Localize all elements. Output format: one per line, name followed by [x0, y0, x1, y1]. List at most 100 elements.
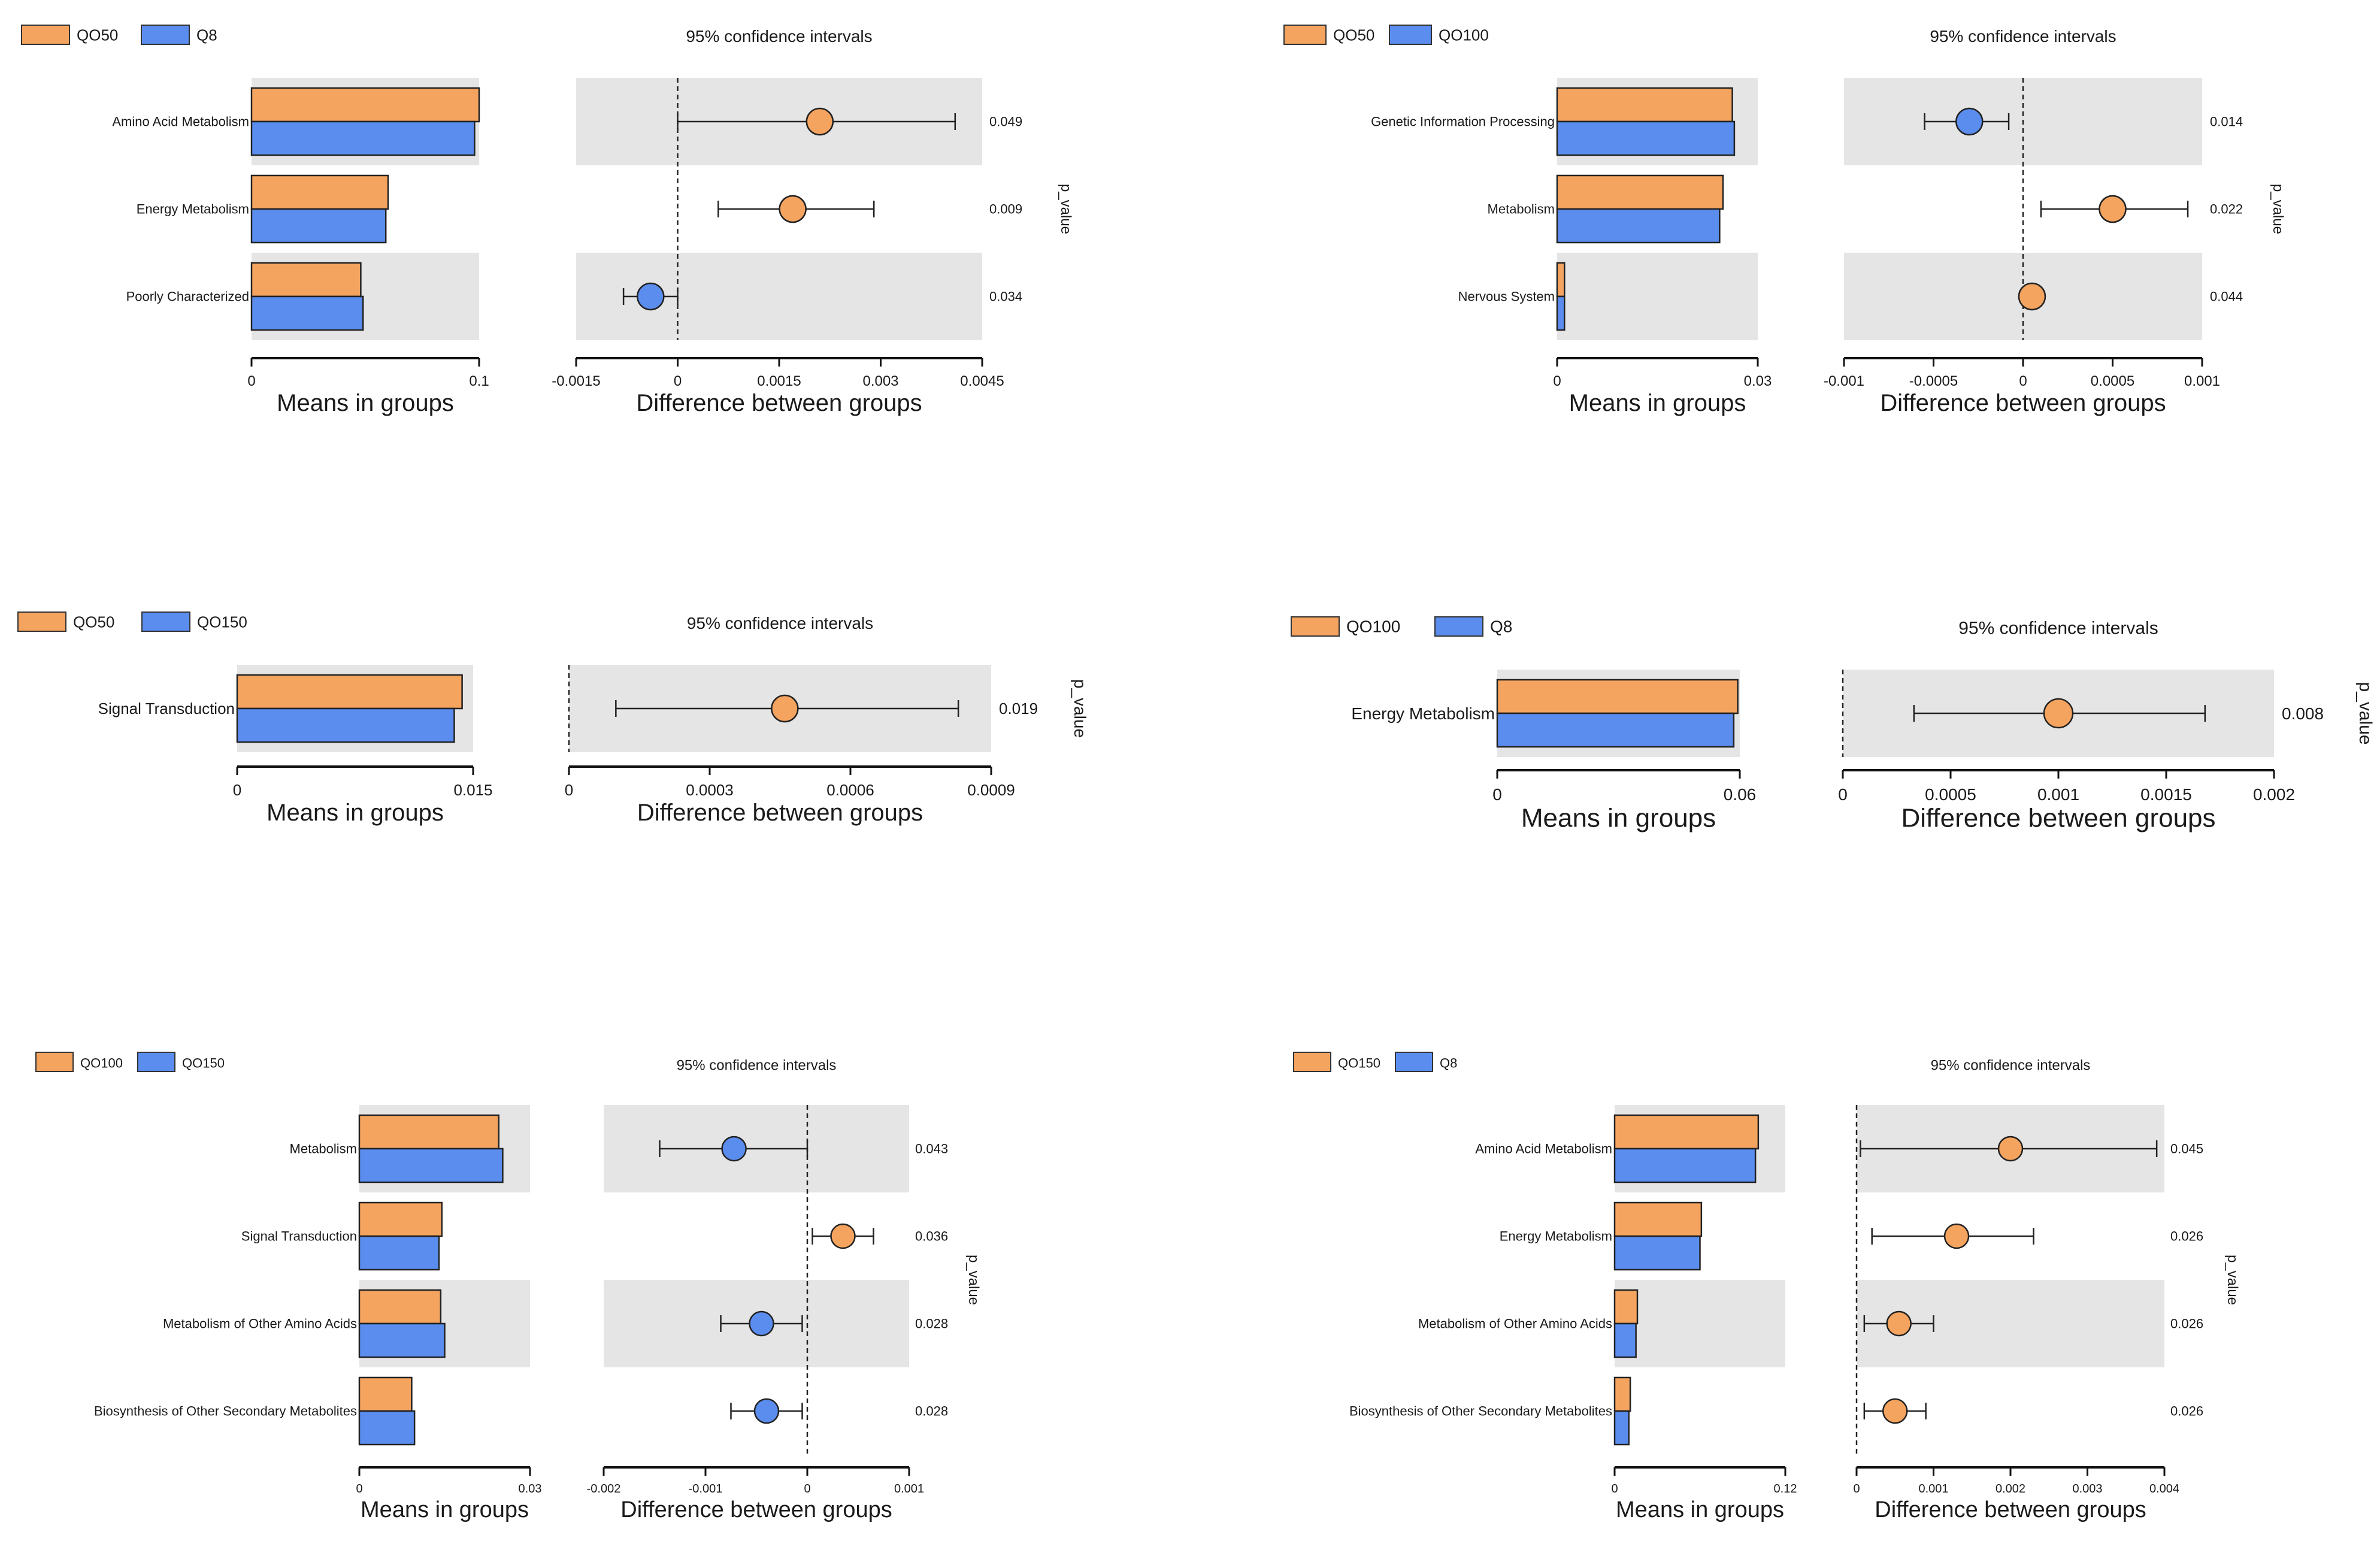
diff-tick-label: 0.001: [1918, 1482, 1948, 1495]
bar-QO150: [236, 707, 455, 743]
category-label: Metabolism of Other Amino Acids: [163, 1316, 357, 1331]
diff-tick-label: 0: [1853, 1482, 1860, 1495]
diff-tick-label: 0.0009: [967, 781, 1015, 799]
means-xlabel: Means in groups: [267, 800, 444, 826]
diff-tick-label: 0: [2019, 373, 2027, 389]
diff-point: [2018, 282, 2046, 311]
diff-tick-label: 0: [565, 781, 573, 799]
means-band-3: [1615, 1280, 1785, 1367]
diff-xlabel: Difference between groups: [1880, 390, 2166, 416]
diff-tick-label: 0.003: [862, 373, 898, 389]
diff-point: [2099, 195, 2127, 223]
bar-QO100: [358, 1114, 499, 1150]
ci-title: 95% confidence intervals: [687, 614, 873, 632]
diff-tick-label: -0.001: [1824, 373, 1864, 389]
legend-label-b: Q8: [1490, 617, 1512, 636]
bar-QO150: [1613, 1201, 1703, 1237]
diff-tick-label: 0.004: [2149, 1482, 2179, 1495]
category-label: Biosynthesis of Other Secondary Metaboli…: [1349, 1404, 1612, 1419]
diff-tick-label: 0.0006: [826, 781, 874, 799]
diff-point: [1955, 107, 1984, 136]
p-value-axis-label: p_value: [2224, 1255, 2240, 1305]
means-band-3: [1557, 253, 1758, 340]
bar-QO100: [1556, 208, 1721, 244]
category-label: Metabolism: [290, 1142, 357, 1157]
means-tick-label: 0: [356, 1482, 362, 1495]
bar-QO50: [1556, 262, 1566, 298]
diff-tick-label: 0: [1838, 785, 1848, 804]
bar-Q8: [1613, 1410, 1630, 1446]
p-value: 0.026: [2170, 1229, 2203, 1244]
diff-point: [1997, 1136, 2024, 1162]
diff-tick-label: 0.0015: [757, 373, 801, 389]
diff-xlabel: Difference between groups: [620, 1497, 892, 1522]
p-value: 0.014: [2210, 114, 2243, 129]
bar-QO150: [358, 1148, 504, 1183]
p-value-axis-label: p_value: [1058, 184, 1074, 234]
ci-title: 95% confidence intervals: [1931, 1057, 2091, 1073]
legend-label-a: QO100: [1346, 617, 1400, 636]
diff-tick-label: -0.002: [587, 1482, 621, 1495]
diff-tick-label: 0.001: [2184, 373, 2220, 389]
means-tick-label: 0: [1611, 1482, 1618, 1495]
means-tick-label: 0: [247, 373, 255, 389]
category-label: Genetic Information Processing: [1371, 114, 1555, 129]
category-label: Metabolism of Other Amino Acids: [1418, 1316, 1612, 1331]
ci-title: 95% confidence intervals: [686, 27, 872, 46]
p-value: 0.019: [999, 700, 1038, 718]
legend-label-b: QO100: [1439, 26, 1489, 44]
legend-swatch-QO150: [137, 1052, 175, 1072]
category-label: Nervous System: [1458, 289, 1555, 304]
p-value: 0.026: [2170, 1404, 2203, 1419]
legend-swatch-QO150: [1293, 1052, 1331, 1072]
bar-QO150: [358, 1322, 446, 1358]
p-value: 0.049: [989, 114, 1022, 129]
legend-swatch-QO150: [141, 611, 190, 632]
legend-swatch-Q8: [1434, 616, 1483, 637]
category-label: Poorly Characterized: [126, 289, 249, 304]
means-xlabel: Means in groups: [1521, 803, 1716, 832]
category-label: Energy Metabolism: [137, 202, 249, 217]
means-tick-label: 0: [233, 781, 241, 799]
bar-QO150: [1613, 1376, 1631, 1412]
diff-point: [1882, 1398, 1908, 1424]
diff-tick-label: 0.0045: [960, 373, 1004, 389]
means-tick-label: 0.12: [1774, 1482, 1797, 1495]
means-tick-label: 0: [1492, 785, 1502, 804]
diff-xlabel: Difference between groups: [636, 390, 922, 416]
legend-label-b: QO150: [182, 1056, 225, 1071]
panel-1: QO50 Q8 95% confidence intervals Amino Acid…: [21, 25, 1074, 416]
bar-QO100: [1556, 120, 1736, 156]
diff-tick-label: 0.0005: [1925, 785, 1976, 804]
bar-QO100: [1556, 295, 1566, 331]
diff-point: [779, 195, 807, 223]
bar-QO100: [358, 1289, 442, 1325]
diff-tick-label: 0.002: [1996, 1482, 2025, 1495]
bar-QO150: [358, 1235, 440, 1271]
means-xlabel: Means in groups: [361, 1497, 529, 1522]
p-value-axis-label: p_value: [2270, 184, 2286, 234]
bar-Q8: [1613, 1322, 1637, 1358]
bar-Q8: [1613, 1235, 1701, 1271]
ci-title: 95% confidence intervals: [1930, 27, 2116, 46]
means-xlabel: Means in groups: [1569, 390, 1746, 416]
diff-tick-label: 0.003: [2072, 1482, 2102, 1495]
legend-label-b: Q8: [1440, 1056, 1457, 1071]
means-tick-label: 0.03: [1744, 373, 1772, 389]
legend-swatch-Q8: [141, 25, 190, 45]
panel-3: QO50 QO150 95% confidence intervals Signal …: [17, 611, 1089, 826]
legend-label-a: QO50: [73, 613, 114, 631]
bar-Q8: [1613, 1148, 1757, 1183]
means-tick-label: 0.1: [469, 373, 489, 389]
legend-label-a: QO50: [77, 26, 118, 44]
bar-QO50: [1556, 174, 1724, 210]
diff-xlabel: Difference between groups: [1875, 1497, 2146, 1522]
bar-QO100: [358, 1201, 443, 1237]
diff-point: [830, 1223, 856, 1249]
bar-QO150: [358, 1410, 416, 1446]
legend-swatch-QO100: [35, 1052, 74, 1072]
bar-Q8: [250, 295, 364, 331]
diff-tick-label: 0.002: [2253, 785, 2295, 804]
diff-point: [637, 282, 665, 311]
category-label: Signal Transduction: [98, 700, 235, 718]
